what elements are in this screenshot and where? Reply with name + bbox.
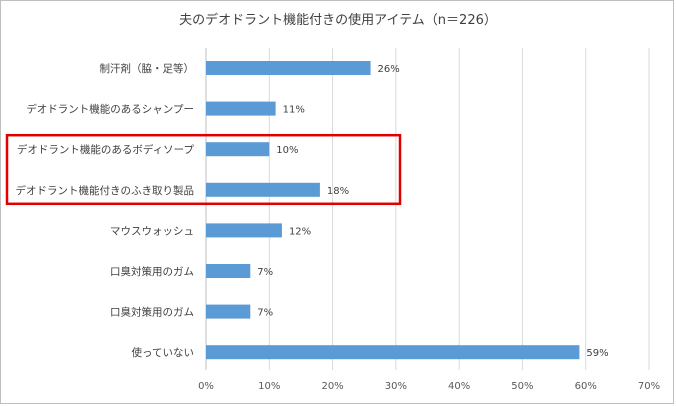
bar: [206, 101, 276, 116]
category-label: 口臭対策用のガム: [110, 265, 194, 278]
category-label: デオドラント機能のあるシャンプー: [26, 103, 194, 116]
data-label: 10%: [276, 145, 298, 156]
x-tick-label: 20%: [321, 381, 343, 392]
x-tick-label: 0%: [198, 381, 214, 392]
grid-layer: [205, 48, 650, 370]
category-label: 口臭対策用のガム: [110, 306, 194, 319]
bar: [206, 223, 282, 238]
x-tick-label: 70%: [638, 381, 660, 392]
bar: [206, 61, 371, 75]
category-label: 制汗剤（脇・足等）: [100, 62, 195, 75]
x-tick-label: 40%: [448, 381, 470, 392]
category-label: 使っていない: [132, 346, 194, 359]
data-label: 12%: [289, 226, 311, 237]
x-tick-label: 10%: [258, 381, 280, 392]
x-tick-label: 60%: [575, 381, 597, 392]
data-label: 18%: [327, 186, 349, 197]
bar-layer: [206, 61, 580, 360]
x-tick-label: 50%: [511, 381, 533, 392]
x-tick-label: 30%: [385, 381, 407, 392]
data-label: 59%: [586, 348, 608, 359]
category-label: デオドラント機能のあるボディソープ: [17, 143, 195, 156]
bar: [206, 264, 251, 278]
data-label: 7%: [257, 267, 273, 278]
label-layer: 制汗剤（脇・足等） 26% デオドラント機能のあるシャンプー 11% デオドラント機能の…: [16, 62, 609, 359]
bar: [206, 142, 270, 157]
data-label: 7%: [257, 308, 273, 319]
bar: [206, 345, 580, 360]
chart-title: 夫のデオドラント機能付きの使用アイテム（n＝226）: [179, 12, 497, 28]
tick-layer: 0% 10% 20% 30% 40% 50% 60% 70%: [198, 381, 660, 392]
data-label: 26%: [378, 64, 400, 75]
category-label: デオドラント機能付きのふき取り製品: [16, 184, 195, 197]
highlight-box: [5, 133, 402, 206]
bar: [206, 304, 251, 319]
bar: [206, 182, 320, 197]
category-label: マウスウォッシュ: [110, 225, 194, 237]
data-label: 11%: [283, 105, 305, 116]
